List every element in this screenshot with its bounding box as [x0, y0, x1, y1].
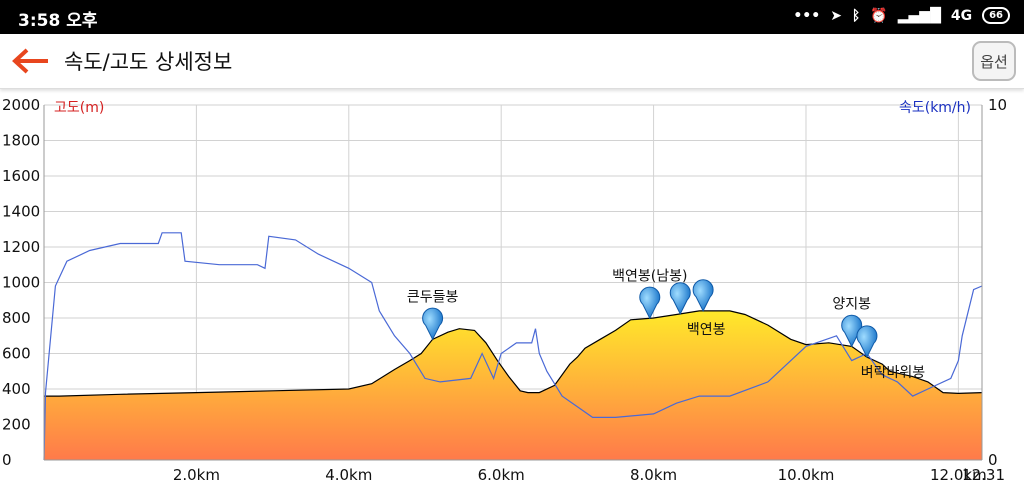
waypoint-label: 벼락바위봉 [861, 365, 926, 381]
elevation-tick-label: 1200 [2, 238, 40, 256]
map-pin-icon [669, 282, 691, 315]
waypoint-marker[interactable]: 큰두들봉 [407, 289, 459, 341]
alarm-icon: ⏰ [870, 7, 888, 24]
waypoint-label: 양지봉 [832, 296, 871, 312]
map-pin-icon [422, 307, 444, 341]
status-time: 3:58 오후 [18, 11, 98, 31]
elevation-tick-label: 1000 [2, 274, 40, 292]
back-button[interactable] [8, 42, 56, 80]
elevation-tick-label: 2000 [2, 96, 40, 114]
app-bar: 속도/고도 상세정보 옵션 [0, 34, 1024, 89]
elevation-tick-label: 800 [2, 309, 31, 327]
elevation-area [44, 310, 982, 460]
distance-tick-label: 2.0km [173, 466, 220, 484]
page-title: 속도/고도 상세정보 [64, 50, 233, 74]
map-pin-icon [692, 279, 714, 313]
elevation-tick-label: 600 [2, 345, 31, 363]
waypoint-label: 큰두들봉 [407, 289, 459, 305]
distance-tick-label: 10.0km [778, 466, 835, 484]
elevation-axis-title: 고도(m) [54, 100, 104, 116]
location-icon: ➤ [830, 7, 842, 24]
elevation-tick-label: 0 [2, 451, 12, 469]
waypoint-marker[interactable] [692, 279, 714, 313]
speed-tick-label: 10 [988, 96, 1007, 114]
signal-icon: ▂▄▆█ [897, 7, 941, 24]
waypoint-marker[interactable]: 백연봉 [669, 282, 726, 338]
status-icons: ••• ➤ ᛒ ⏰ ▂▄▆█ 4G 66 [793, 7, 1010, 24]
waypoint-marker[interactable]: 양지봉 [832, 296, 871, 348]
map-pin-icon [856, 325, 878, 359]
bluetooth-icon: ᛒ [851, 7, 861, 24]
options-button[interactable]: 옵션 [972, 41, 1016, 81]
distance-tick-label: 4.0km [325, 466, 372, 484]
elevation-tick-label: 200 [2, 416, 31, 434]
speed-tick-label: 0 [988, 451, 998, 469]
distance-tick-label: 8.0km [630, 466, 677, 484]
waypoint-label: 백연봉(남봉) [612, 268, 687, 284]
elevation-tick-label: 1800 [2, 132, 40, 150]
elevation-tick-label: 1600 [2, 167, 40, 185]
elevation-tick-label: 1400 [2, 203, 40, 221]
waypoint-label: 백연봉 [687, 322, 726, 338]
distance-tick-label: 12.0km [930, 466, 987, 484]
status-bar: 3:58 오후 ••• ➤ ᛒ ⏰ ▂▄▆█ 4G 66 [0, 0, 1024, 34]
waypoint-marker[interactable]: 벼락바위봉 [856, 325, 926, 381]
more-notifications-icon: ••• [793, 7, 821, 24]
speed-axis-title: 속도(km/h) [899, 100, 971, 116]
battery-icon: 66 [982, 7, 1010, 24]
network-type: 4G [950, 7, 973, 24]
map-pin-icon [639, 286, 661, 320]
elevation-speed-chart[interactable]: 0 200 400 600 800 1000 1200 1400 1600 1800 2000 2.0… [0, 88, 1024, 493]
elevation-tick-label: 400 [2, 380, 31, 398]
distance-end-label: 12.31 [962, 466, 1005, 484]
back-arrow-icon [12, 48, 48, 74]
distance-tick-label: 6.0km [478, 466, 525, 484]
elevation-line [44, 310, 983, 397]
waypoint-marker[interactable]: 백연봉(남봉) [612, 268, 687, 320]
